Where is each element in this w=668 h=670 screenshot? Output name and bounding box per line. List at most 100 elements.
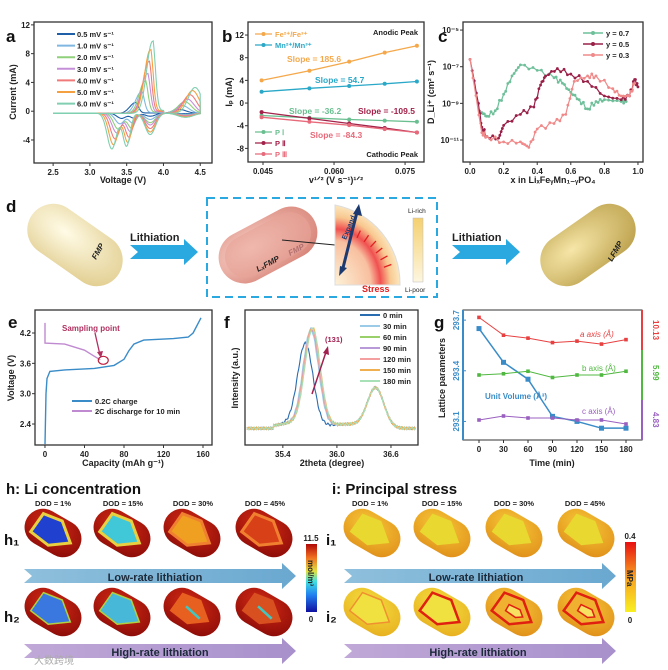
c-point [562, 67, 566, 71]
c-point [539, 83, 542, 87]
f-legend-label: 0 min [383, 311, 403, 320]
c-point [611, 96, 615, 100]
b-point [382, 127, 387, 132]
c-point [594, 86, 598, 89]
c-xtick-label: 0.8 [599, 167, 611, 176]
c-point [506, 82, 510, 85]
i1-particle [485, 508, 543, 558]
c-legend-marker [591, 31, 595, 35]
f-shift-arrow [311, 351, 327, 395]
c-point [531, 138, 535, 141]
b-ytick-label: 12 [235, 31, 244, 40]
f-legend-label: 150 min [383, 366, 411, 375]
c-point [636, 85, 640, 89]
i1-core [419, 513, 460, 546]
c-point [510, 138, 514, 142]
c-point [586, 79, 589, 83]
c-point [594, 100, 598, 103]
f-legend-label: 60 min [383, 333, 407, 342]
c-point [592, 104, 596, 107]
h2-particle [93, 587, 151, 637]
c-point [622, 101, 626, 105]
c-ytick-label: 10⁻¹¹ [441, 136, 460, 145]
b-point [259, 110, 264, 115]
b-point [382, 81, 387, 86]
c-point [596, 101, 600, 104]
c-point [628, 94, 631, 98]
g-point-volume [598, 425, 604, 431]
g-point-a [477, 315, 481, 320]
b-legend-label: P Ⅰ [275, 128, 284, 137]
c-point [581, 100, 585, 104]
g-point-c [575, 418, 579, 422]
f-frame [244, 309, 419, 446]
g-point-b [575, 373, 579, 377]
a-legend-label: 5.0 mV s⁻¹ [77, 88, 114, 97]
h-colorbar [306, 544, 317, 612]
h1-particle [24, 508, 82, 558]
panel-label-a: a [6, 27, 16, 46]
c-point [514, 114, 518, 117]
g-xtick-label: 150 [595, 445, 609, 454]
c-point [508, 80, 512, 84]
c-point [519, 63, 522, 67]
c-point [607, 86, 610, 89]
c-point [529, 140, 533, 144]
b-point [259, 89, 264, 94]
i-arrow2-label: High-rate lithiation [429, 647, 526, 659]
b-ytick-label: -4 [237, 122, 245, 131]
c-series-line [469, 59, 636, 149]
c-point [477, 113, 481, 117]
h1-particle [235, 508, 293, 558]
e-series-line [44, 317, 202, 445]
c-point [523, 143, 527, 146]
sampling-point-circle [97, 355, 109, 365]
c-point [532, 105, 536, 109]
b-ytick-label: -8 [237, 144, 245, 153]
b-ytick-label: 8 [240, 54, 245, 63]
c-point [635, 82, 639, 85]
b-ylabel: Iₚ (mA) [224, 77, 234, 106]
b-series-line [261, 114, 417, 123]
c-point [615, 96, 619, 100]
c-point [573, 93, 577, 97]
b-slope-p2: Slope = -109.5 [358, 106, 415, 116]
c-point [540, 124, 543, 127]
c-point [577, 74, 581, 77]
c-legend-label: y = 0.5 [606, 40, 629, 49]
a-legend-label: 3.0 mV s⁻¹ [77, 65, 114, 74]
e-ytick-label: 2.4 [20, 420, 32, 429]
e-xtick-label: 0 [43, 450, 48, 459]
a-legend-label: 2.0 mV s⁻¹ [77, 53, 114, 62]
sampling-arrow [94, 332, 101, 356]
c-point [485, 134, 489, 138]
f-legend-label: 30 min [383, 322, 407, 331]
b-legend-marker [261, 32, 266, 36]
c-point [519, 112, 522, 116]
expand-arrow [341, 211, 359, 269]
g-point-a [575, 339, 579, 343]
b-legend-label: Fe²⁺/Fe³⁺ [275, 30, 308, 39]
c-point [590, 85, 594, 88]
h-arrow1-label: Low-rate lithiation [108, 572, 203, 584]
g-point-b [550, 375, 555, 380]
c-point [506, 142, 510, 145]
a-xtick-label: 4.0 [158, 168, 170, 177]
c-point [548, 121, 552, 125]
c-point [588, 107, 592, 111]
c-point [485, 114, 489, 118]
c-xtick-label: 1.0 [632, 167, 644, 176]
d-li-poor: Li-poor [405, 287, 426, 294]
c-point [568, 97, 572, 100]
b-frame [247, 21, 425, 163]
c-point [493, 109, 497, 113]
c-point [550, 69, 553, 73]
c-point [634, 78, 637, 81]
c-point [482, 128, 486, 131]
i-dod-1: DOD = 1% [352, 499, 388, 508]
c-point [514, 141, 518, 145]
i2-inner [504, 603, 524, 619]
a-ytick-label: 8 [26, 50, 31, 59]
c-point [525, 111, 529, 115]
